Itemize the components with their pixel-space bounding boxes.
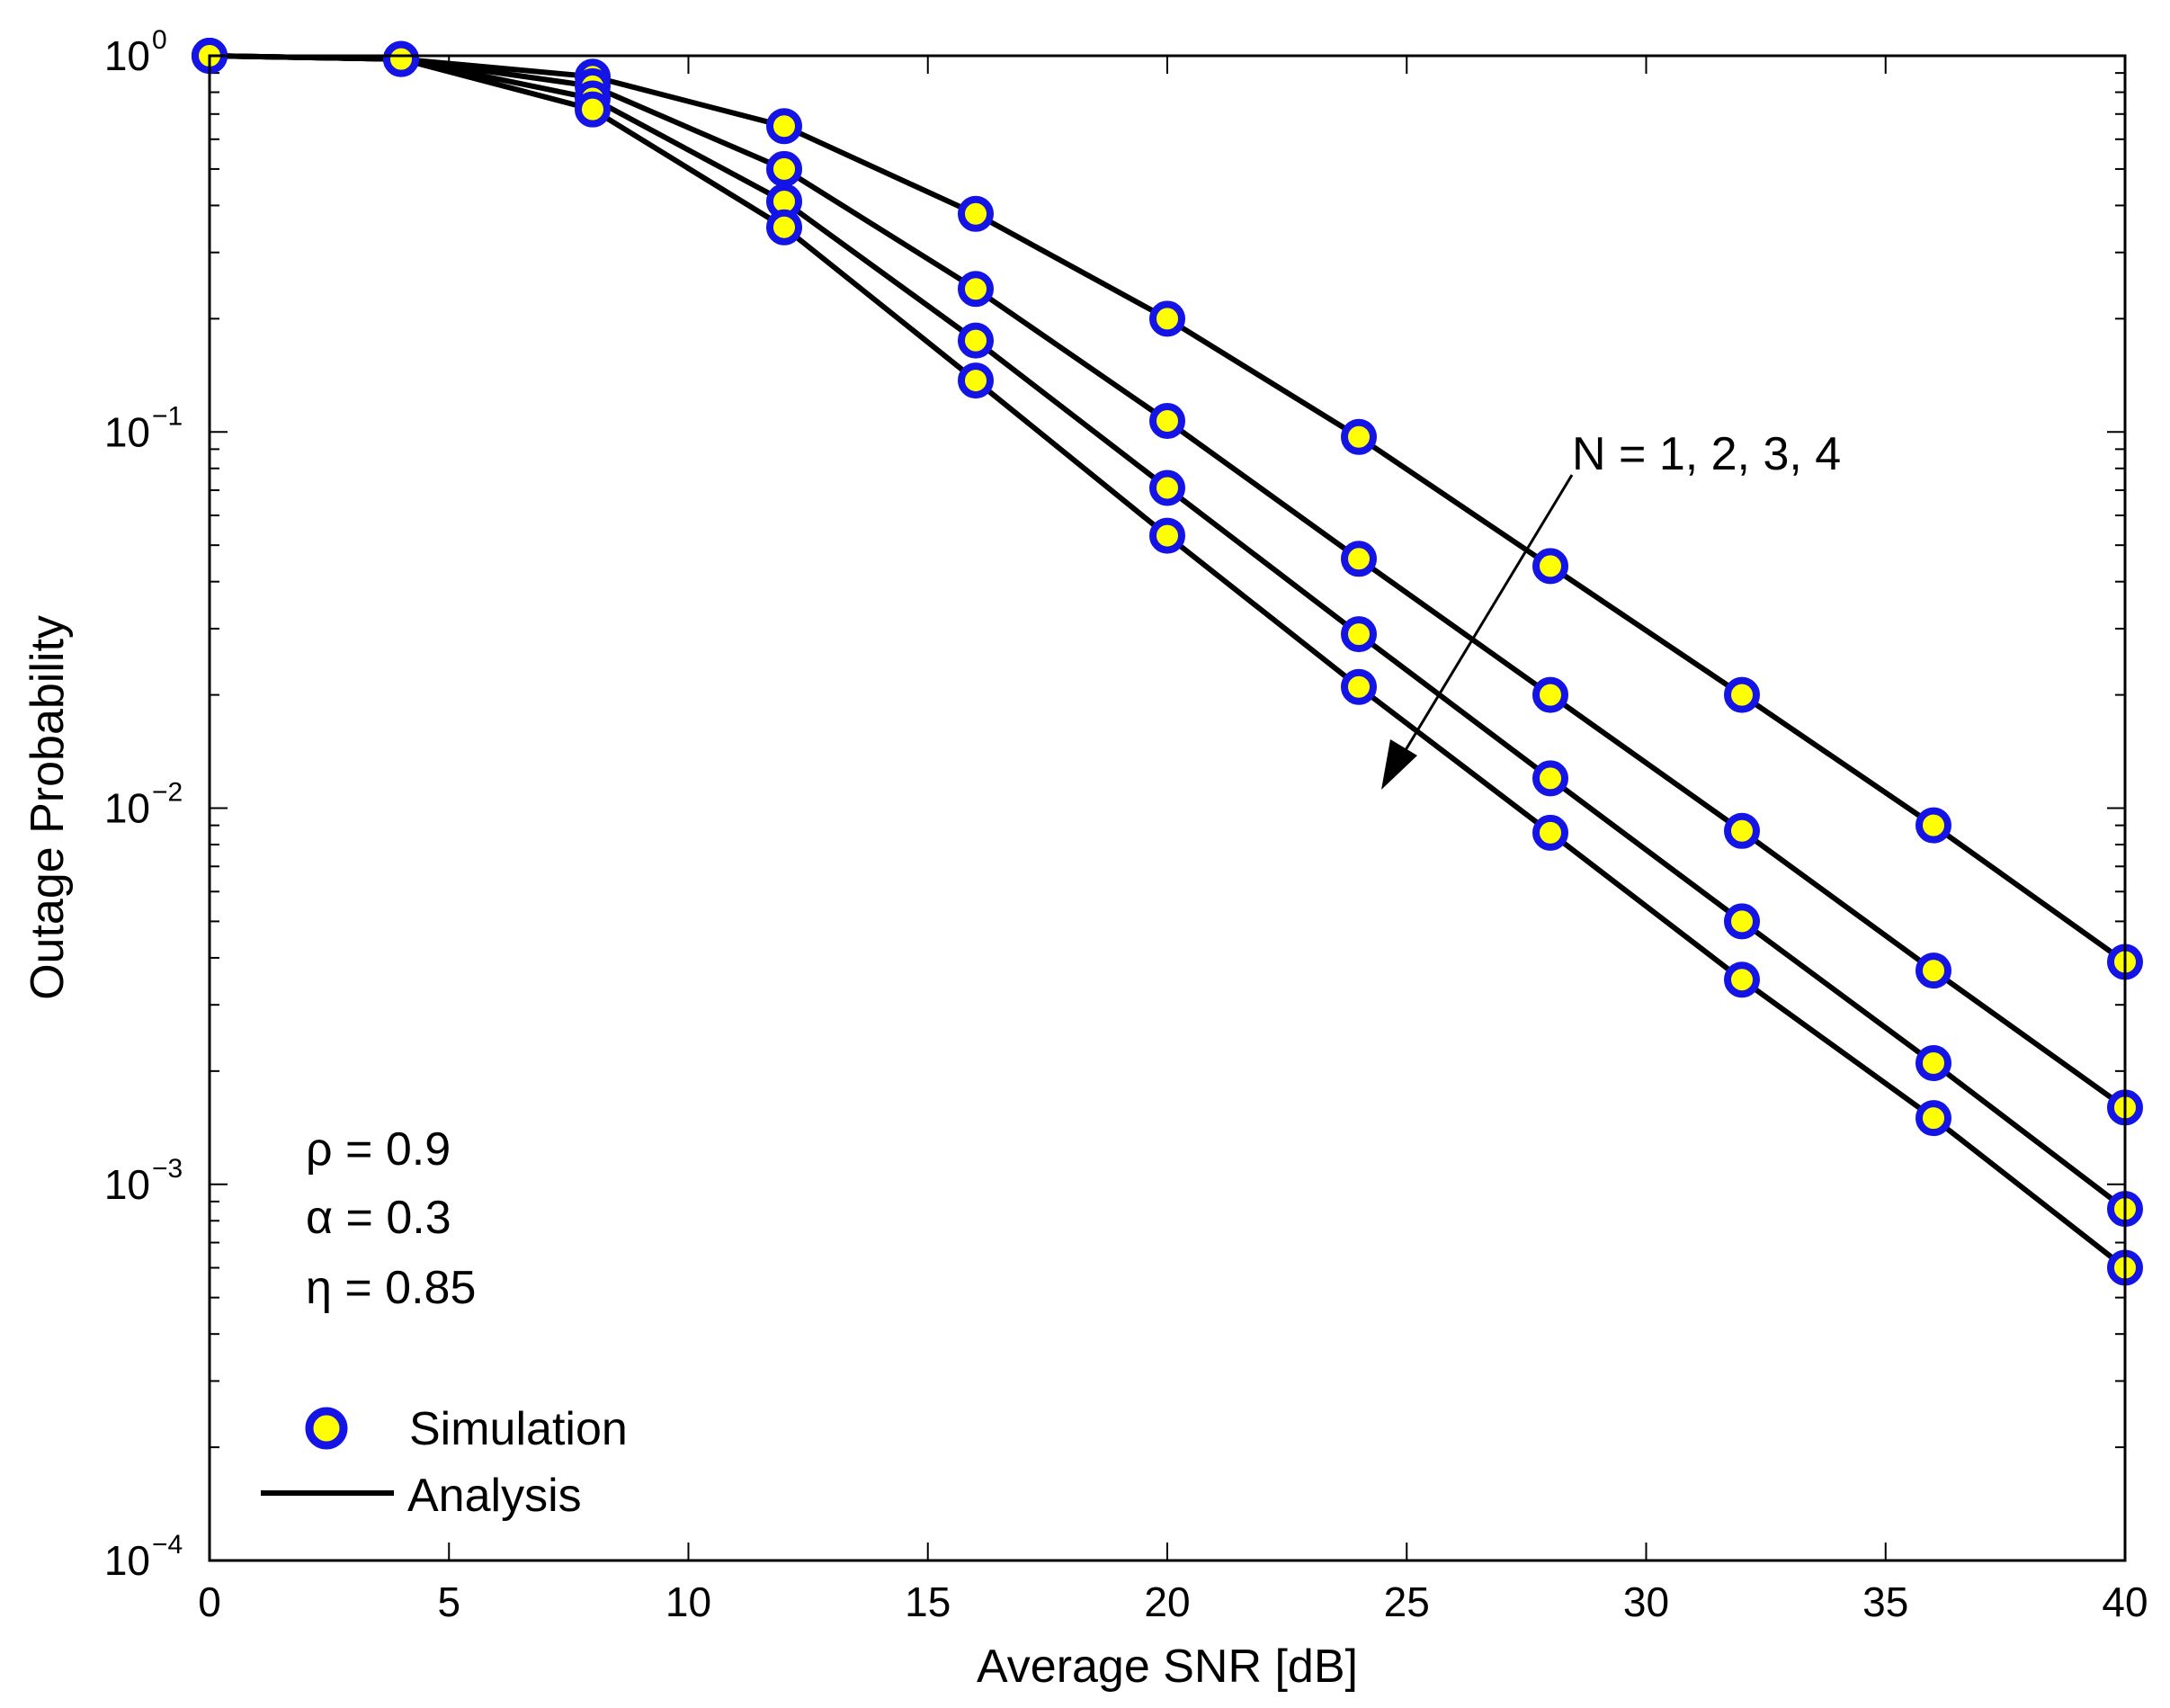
sim-point-n3 xyxy=(1915,1044,1951,1081)
legend-simulation-marker xyxy=(305,1407,348,1450)
sim-point-n2 xyxy=(1341,541,1377,577)
y-axis-label: Outage Probability xyxy=(22,615,74,1000)
y-tick-label: 10 xyxy=(104,1537,150,1584)
y-tick-exponent: −1 xyxy=(152,401,183,431)
n-arrow xyxy=(1381,474,1574,790)
sim-point-n1 xyxy=(958,195,994,232)
x-tick-label: 5 xyxy=(437,1578,460,1625)
param-rho: ρ = 0.9 xyxy=(306,1123,451,1176)
sim-point-n4 xyxy=(575,91,611,128)
sim-point-n3 xyxy=(1149,469,1185,506)
sim-point-n4 xyxy=(1149,517,1185,554)
sim-point-n2 xyxy=(1532,676,1568,713)
sim-point-n4 xyxy=(1915,1100,1951,1137)
plot-frame xyxy=(208,54,2127,1562)
sim-point-n3 xyxy=(958,322,994,359)
x-axis-label: Average SNR [dB] xyxy=(977,1641,1358,1693)
sim-point-n3 xyxy=(1341,616,1377,653)
y-tick-exponent: 0 xyxy=(152,25,167,55)
x-tick-label: 30 xyxy=(1623,1578,1669,1625)
sim-point-n1 xyxy=(1724,676,1760,713)
x-tick-label: 15 xyxy=(905,1578,951,1625)
x-tick-label: 10 xyxy=(665,1578,711,1625)
sim-point-n1 xyxy=(1532,548,1568,585)
sim-point-n3 xyxy=(1532,760,1568,797)
sim-point-n4 xyxy=(1341,668,1377,705)
sim-point-n2 xyxy=(1915,952,1951,989)
sim-point-n4 xyxy=(1532,814,1568,851)
param-alpha: α = 0.3 xyxy=(306,1192,451,1244)
sim-point-n1 xyxy=(766,108,802,145)
sim-point-n1 xyxy=(1915,807,1951,844)
x-tick-label: 25 xyxy=(1384,1578,1430,1625)
plot-area xyxy=(210,56,2125,1560)
y-tick-label: 10 xyxy=(104,32,150,79)
sim-point-n2 xyxy=(1149,402,1185,439)
n-arrow-head xyxy=(1381,739,1417,790)
param-eta: η = 0.85 xyxy=(306,1262,476,1314)
y-tick-exponent: −4 xyxy=(152,1530,183,1560)
sim-point-n4 xyxy=(383,40,419,77)
sim-point-n4 xyxy=(1724,961,1760,998)
sim-point-n4 xyxy=(958,362,994,399)
legend-simulation-label: Simulation xyxy=(409,1403,628,1455)
sim-point-n2 xyxy=(958,271,994,308)
y-tick-label: 10 xyxy=(104,408,150,455)
y-tick-label: 10 xyxy=(104,1161,150,1208)
y-tick-exponent: −3 xyxy=(152,1154,183,1184)
sim-point-n1 xyxy=(1341,418,1377,455)
sim-point-n2 xyxy=(1724,812,1760,849)
x-tick-label: 0 xyxy=(198,1578,221,1625)
sim-point-n2 xyxy=(766,150,802,187)
sim-point-n4 xyxy=(766,209,802,246)
x-tick-label: 40 xyxy=(2102,1578,2148,1625)
legend-analysis-label: Analysis xyxy=(407,1470,582,1522)
x-tick-label: 35 xyxy=(1862,1578,1908,1625)
n-arrow-label: N = 1, 2, 3, 4 xyxy=(1572,428,1841,480)
sim-point-n3 xyxy=(1724,903,1760,940)
y-tick-label: 10 xyxy=(104,785,150,832)
legend: Simulation Analysis xyxy=(261,1403,628,1522)
sim-point-n1 xyxy=(1149,300,1185,337)
y-tick-exponent: −2 xyxy=(152,778,183,808)
x-tick-label: 20 xyxy=(1144,1578,1190,1625)
n-arrow-shaft xyxy=(1389,474,1574,776)
